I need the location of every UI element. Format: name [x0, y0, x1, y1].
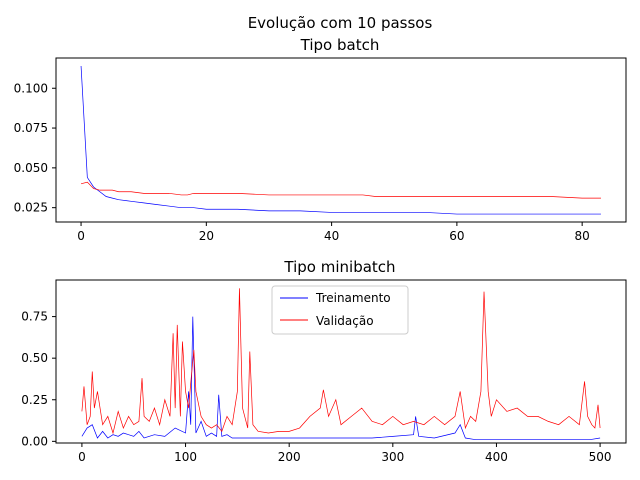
- batch-axes: 0 20 40 60 80 0.025 0.050 0.075 0.100: [14, 57, 627, 243]
- y-tick-label-0-2: 0.075: [14, 121, 48, 135]
- x-tick-label-1-3: 300: [381, 450, 404, 464]
- chart-title: Evolução com 10 passos: [248, 14, 433, 32]
- x-tick-label-1-2: 200: [278, 450, 301, 464]
- y-tick-label-0-0: 0.025: [14, 201, 48, 215]
- x-tick-label-1-0: 0: [78, 450, 86, 464]
- x-tick-label-0-3: 60: [449, 229, 464, 243]
- minibatch-title: Tipo minibatch: [283, 258, 395, 276]
- y-tick-label-1-0: 0.00: [21, 434, 48, 448]
- x-tick-label-0-0: 0: [77, 229, 85, 243]
- legend: Treinamento Validação: [271, 285, 409, 335]
- y-tick-label-0-3: 0.100: [14, 81, 48, 95]
- axes-frame-1: [55, 279, 627, 444]
- series-line-1-1: [81, 288, 601, 435]
- x-tick-label-1-1: 100: [174, 450, 197, 464]
- series-line-0-0: [80, 65, 601, 215]
- y-tick-label-1-1: 0.25: [21, 393, 48, 407]
- legend-label-validacao: Validação: [316, 314, 374, 328]
- legend-label-treinamento: Treinamento: [315, 291, 391, 305]
- x-tick-label-0-1: 20: [199, 229, 214, 243]
- minibatch-axes: 0 100 200 300 400 500 0.00 0.25 0.50 0.75: [21, 279, 627, 464]
- x-tick-label-0-4: 80: [575, 229, 590, 243]
- chart-subtitle: Tipo batch: [300, 36, 380, 54]
- series-line-1-0: [81, 316, 601, 441]
- x-tick-label-0-2: 40: [324, 229, 339, 243]
- y-tick-label-0-1: 0.050: [14, 161, 48, 175]
- y-tick-label-1-3: 0.75: [21, 310, 48, 324]
- axes-frame-0: [55, 57, 627, 223]
- x-tick-label-1-4: 400: [485, 450, 508, 464]
- y-tick-label-1-2: 0.50: [21, 351, 48, 365]
- series-line-0-1: [80, 181, 601, 199]
- x-tick-label-1-5: 500: [589, 450, 612, 464]
